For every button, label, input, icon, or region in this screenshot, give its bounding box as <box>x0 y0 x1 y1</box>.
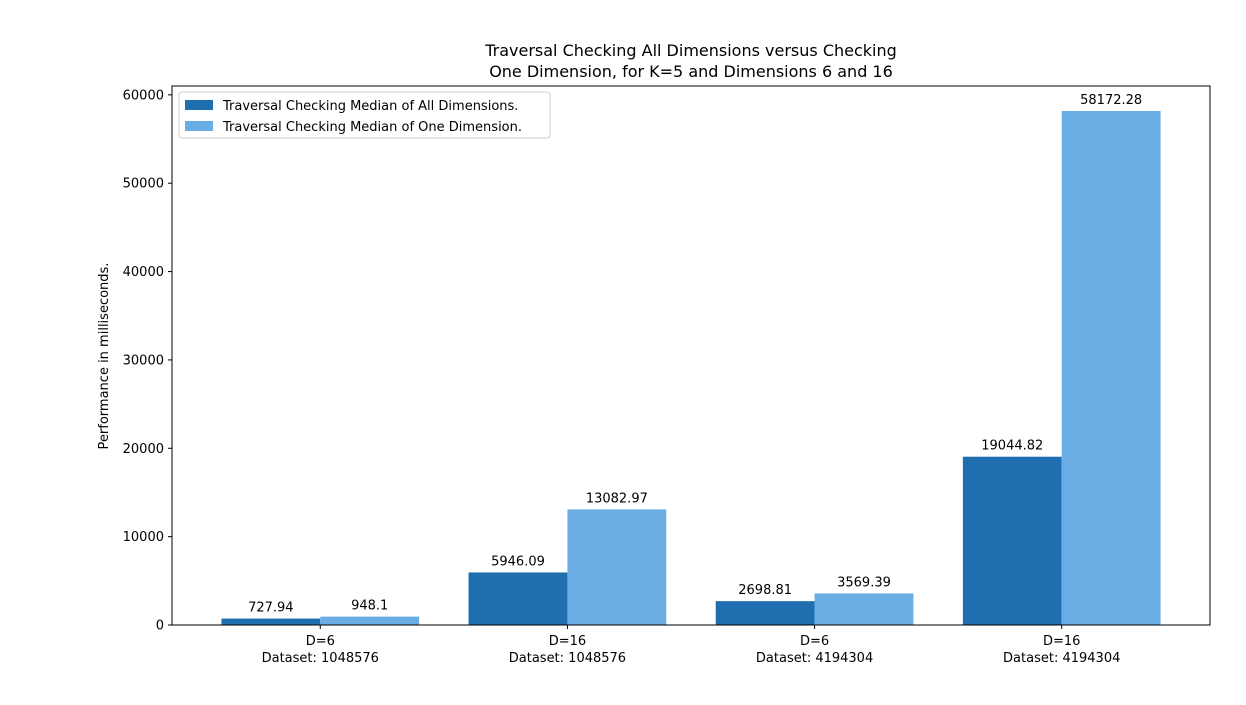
bars-layer <box>221 110 1161 626</box>
data-labels-layer: 727.94 5946.09 2698.81 19044.82 948.1 13082.9… <box>248 93 1142 616</box>
y-tick-label: 10000 <box>123 530 164 545</box>
data-label-s1-c2: 5946.09 <box>491 554 545 569</box>
data-label-s1-c4: 19044.82 <box>981 439 1043 454</box>
legend-swatch-2 <box>185 121 213 131</box>
x-tick-label-line-1: D=16 <box>1043 634 1080 649</box>
y-tick-label: 30000 <box>123 353 164 368</box>
x-tick-label-line-2: Dataset: 4194304 <box>1003 651 1120 666</box>
legend-label-1: Traversal Checking Median of All Dimensi… <box>222 99 518 114</box>
bar-s1-c4 <box>962 456 1062 625</box>
legend-label-2: Traversal Checking Median of One Dimensi… <box>222 120 522 135</box>
bar-s2-c4 <box>1061 110 1161 626</box>
data-label-s2-c3: 3569.39 <box>837 575 891 590</box>
x-tick-label-line-1: D=6 <box>800 634 829 649</box>
bar-s2-c3 <box>814 593 914 625</box>
data-label-s2-c2: 13082.97 <box>586 491 648 506</box>
data-label-s1-c3: 2698.81 <box>738 583 792 598</box>
plot-area-frame <box>171 85 1211 626</box>
bar-s1-c3 <box>715 601 815 625</box>
y-tick-label: 50000 <box>123 177 164 192</box>
legend: Traversal Checking Median of All Dimensi… <box>178 91 551 139</box>
bar-s1-c1 <box>221 618 321 625</box>
chart-title-line-1: Traversal Checking All Dimensions versus… <box>484 41 897 60</box>
bar-s1-c2 <box>468 572 568 625</box>
bar-s2-c1 <box>320 616 420 625</box>
chart-title-line-2: One Dimension, for K=5 and Dimensions 6 … <box>489 62 893 81</box>
x-tick-label-line-1: D=16 <box>549 634 586 649</box>
x-tick-label-line-2: Dataset: 1048576 <box>262 651 379 666</box>
legend-frame <box>178 91 551 139</box>
chart-title: Traversal Checking All Dimensions versus… <box>484 41 897 81</box>
x-tick-label-line-1: D=6 <box>306 634 335 649</box>
y-tick-label: 0 <box>156 619 164 634</box>
y-axis-label: Performance in milliseconds. <box>97 263 112 450</box>
y-tick-label: 20000 <box>123 442 164 457</box>
bar-s2-c2 <box>567 509 667 625</box>
legend-swatch-1 <box>185 100 213 110</box>
data-label-s2-c4: 58172.28 <box>1080 93 1142 108</box>
data-label-s2-c1: 948.1 <box>351 599 388 614</box>
y-tick-label: 40000 <box>123 265 164 280</box>
y-tick-label: 60000 <box>123 88 164 103</box>
x-tick-label-line-2: Dataset: 4194304 <box>756 651 873 666</box>
x-axis: D=6 Dataset: 1048576 D=16 Dataset: 1048576 D… <box>262 625 1120 666</box>
y-axis: 0 10000 20000 30000 40000 50000 60000 <box>123 88 172 634</box>
data-label-s1-c1: 727.94 <box>248 601 294 616</box>
x-tick-label-line-2: Dataset: 1048576 <box>509 651 626 666</box>
